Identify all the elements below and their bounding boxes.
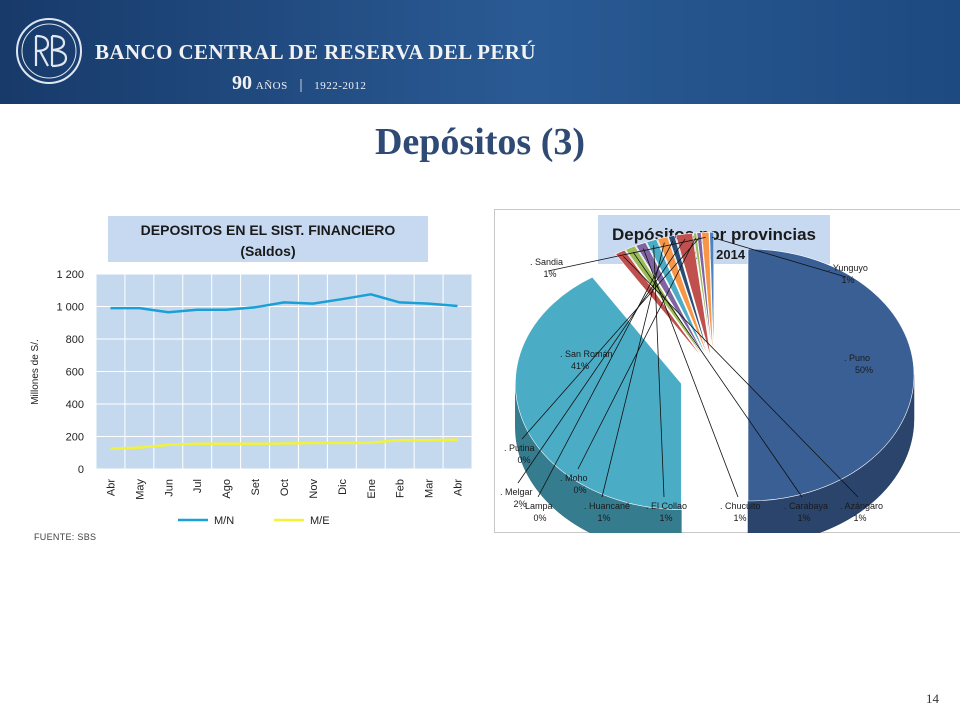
series-line-m-e — [110, 438, 458, 450]
pie-pct-puno: 50% — [855, 365, 873, 375]
pie-label-chucuito: . Chucuito — [720, 501, 761, 511]
x-tick-label: Set — [250, 479, 262, 496]
pie-slice-melgar — [675, 232, 712, 359]
pie-pct-yunguyo: 1% — [841, 275, 854, 285]
y-tick-label: 600 — [66, 367, 84, 379]
bank-name: BANCO CENTRAL DE RESERVA DEL PERÚ — [95, 40, 536, 64]
x-tick-label: Feb — [395, 479, 407, 498]
x-tick-label: Nov — [308, 479, 320, 499]
pie-label-puno: . Puno — [844, 353, 870, 363]
pie-label-yunguyo: . Yunguyo — [828, 263, 868, 273]
pie-pct-putina: 0% — [517, 455, 530, 465]
pie-slice-putina — [696, 232, 713, 359]
x-tick-label: May — [134, 479, 146, 500]
pie-slice-san-rom-n — [515, 276, 682, 510]
anniversary-years: 1922-2012 — [314, 80, 367, 92]
leader-line-carabaya — [632, 252, 803, 498]
pie-slice-sandia — [701, 231, 714, 359]
x-tick-label: Oct — [279, 479, 291, 496]
pie-label-moho: . Moho — [560, 473, 588, 483]
anniversary-word: AÑOS — [255, 80, 288, 92]
pie-slice-puno — [747, 248, 915, 502]
pie-slice-lampa — [668, 235, 710, 359]
y-tick-label: 0 — [78, 464, 84, 476]
anniversary-number: 90 — [232, 72, 252, 94]
pie-pct-moho: 0% — [573, 485, 586, 495]
pie-label-sandia: . Sandia — [530, 257, 563, 267]
pie-pct-el-collao: 1% — [659, 513, 672, 523]
pie-pct-carabaya: 1% — [797, 513, 810, 523]
x-tick-label: Mar — [424, 479, 436, 498]
leader-line-sandia — [547, 236, 706, 272]
leader-line-chucuito — [642, 248, 739, 498]
leader-line-putina — [521, 237, 700, 440]
x-tick-label: Ago — [221, 479, 233, 499]
pie-label-az-ngaro: . Azángaro — [840, 501, 883, 511]
pie-label-huancan-: . Huancané — [584, 501, 630, 511]
pie-slice-az-ngaro — [615, 249, 705, 361]
pie-slice-el-collao — [646, 238, 708, 360]
anniversary-separator: | — [299, 77, 303, 93]
pie-pct-chucuito: 1% — [733, 513, 746, 523]
pie-label-el-collao: . El Collao — [646, 501, 687, 511]
header-banner: BANCO CENTRAL DE RESERVA DEL PERÚ 90 AÑO… — [0, 0, 960, 104]
x-tick-label: Jul — [192, 479, 204, 493]
page-number: 14 — [926, 691, 939, 706]
leader-line-lampa — [537, 240, 674, 498]
pie-label-putina: . Putina — [504, 443, 535, 453]
series-line-m-n — [110, 293, 458, 314]
bank-seal-logo — [16, 18, 82, 84]
leader-line-az-ngaro — [623, 256, 859, 498]
pie-pct-sandia: 1% — [543, 269, 556, 279]
legend-label: M/N — [214, 515, 234, 527]
y-tick-label: 1 200 — [56, 269, 84, 281]
pie-slice-carabaya — [625, 245, 706, 361]
x-tick-label: Ene — [366, 479, 378, 499]
y-tick-label: 800 — [66, 334, 84, 346]
leader-line-melgar — [517, 238, 686, 484]
pie-slice-yunguyo — [709, 231, 715, 359]
x-tick-label: Abr — [453, 479, 465, 496]
pie-label-lampa: . Lampa — [520, 501, 553, 511]
pie-pct-san-rom-n: 41% — [571, 361, 589, 371]
y-tick-label: 200 — [66, 432, 84, 444]
page-title: Depósitos (3) — [374, 121, 586, 163]
line-chart-subtitle: (Saldos) — [240, 243, 295, 259]
y-axis-label: Millones de S/. — [30, 339, 41, 405]
line-chart-title: DEPOSITOS EN EL SIST. FINANCIERO — [141, 222, 396, 238]
source-note: FUENTE: SBS — [34, 532, 97, 542]
pie-pct-huancan-: 1% — [597, 513, 610, 523]
pie-label-melgar: . Melgar — [500, 487, 533, 497]
pie-slice-huancan- — [657, 236, 710, 359]
x-tick-label: Jun — [163, 479, 175, 497]
line-chart: DEPOSITOS EN EL SIST. FINANCIERO (Saldos… — [30, 216, 473, 527]
leader-line-moho — [577, 237, 696, 470]
pie-slice-chucuito — [635, 242, 707, 360]
legend-label: M/E — [310, 515, 330, 527]
y-tick-label: 400 — [66, 399, 84, 411]
pie-chart: Depósitos por provincias Abril 2014 . Pu… — [494, 209, 960, 533]
pie-label-carabaya: . Carabaya — [784, 501, 828, 511]
anniversary-tagline: 90 AÑOS | 1922-2012 — [232, 72, 366, 95]
pie-slice-moho — [692, 232, 713, 359]
pie-pct-az-ngaro: 1% — [853, 513, 866, 523]
line-chart-title-box — [108, 216, 428, 262]
pie-label-san-rom-n: . San Román — [560, 349, 613, 359]
pie-pct-melgar: 2% — [513, 499, 526, 509]
pie-pct-lampa: 0% — [533, 513, 546, 523]
x-tick-label: Dic — [337, 479, 349, 495]
x-tick-label: Abr — [105, 479, 117, 496]
leader-line-yunguyo — [711, 236, 847, 278]
y-tick-label: 1 000 — [56, 302, 84, 314]
